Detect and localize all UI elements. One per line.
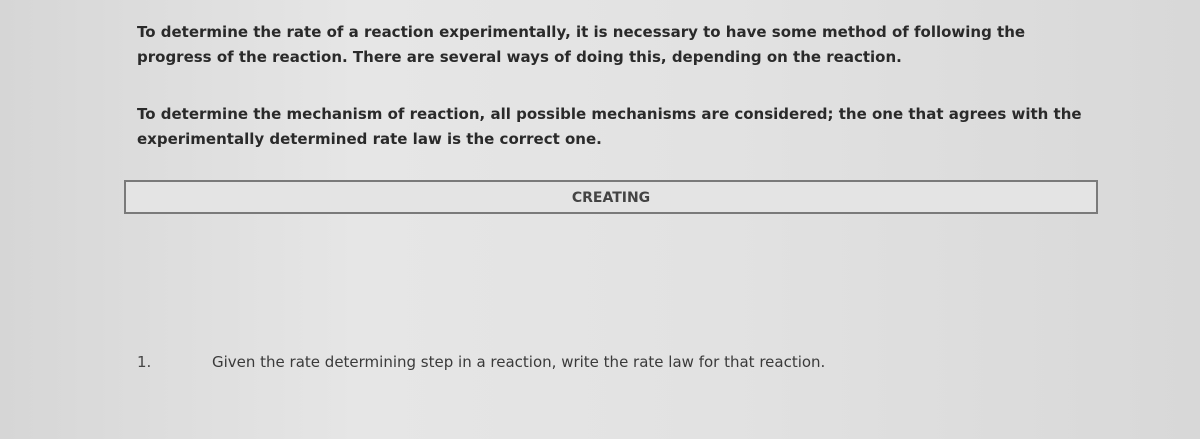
section-header: CREATING (124, 180, 1098, 214)
paragraph: To determine the mechanism of reaction, … (137, 105, 1082, 148)
paragraph: To determine the rate of a reaction expe… (137, 23, 1026, 66)
item-text: Given the rate determining step in a rea… (212, 353, 826, 371)
item-number: 1. (137, 353, 152, 371)
section-title: CREATING (571, 190, 651, 206)
